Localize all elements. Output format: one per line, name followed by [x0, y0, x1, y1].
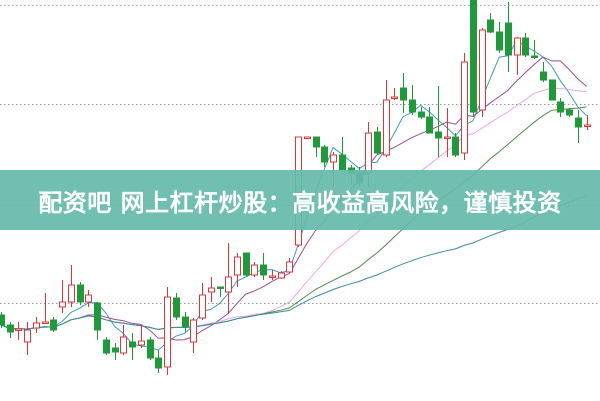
candle-down: [531, 55, 538, 58]
candle-down: [435, 131, 442, 139]
candle-down: [77, 284, 84, 303]
candle-up: [225, 276, 232, 293]
candle-down: [470, 0, 477, 113]
candle-up: [208, 287, 215, 293]
candle-up: [391, 96, 398, 99]
candle-down: [50, 319, 57, 331]
candle-up: [286, 261, 293, 273]
candle-down: [505, 22, 512, 56]
candle-up: [24, 329, 31, 343]
candle-up: [444, 136, 451, 139]
candle-down: [155, 357, 162, 369]
candle-up: [33, 322, 40, 329]
candle-up: [120, 336, 127, 354]
candle-down: [540, 71, 547, 81]
candle-up: [304, 136, 311, 139]
candle-up: [383, 99, 390, 156]
candle-down: [400, 87, 407, 101]
candle-down: [557, 101, 564, 113]
candle-down: [321, 146, 328, 163]
candle-up: [584, 124, 591, 127]
candle-up: [15, 328, 22, 331]
candle-up: [514, 37, 521, 56]
title-banner: 配资吧 网上杠杆炒股：高收益高风险，谨慎投资: [0, 170, 600, 230]
candle-up: [199, 294, 206, 319]
candle-down: [260, 264, 267, 276]
candle-down: [452, 136, 459, 156]
candle-down: [243, 252, 250, 276]
candle-down: [7, 324, 14, 333]
candle-up: [479, 29, 486, 111]
candle-down: [129, 341, 136, 348]
candle-down: [313, 136, 320, 148]
candle-up: [59, 301, 66, 308]
candle-down: [496, 31, 503, 51]
candle-down: [426, 116, 433, 134]
candle-up: [138, 340, 145, 346]
candle-up: [278, 272, 285, 279]
candle-down: [566, 109, 573, 116]
candle-down: [0, 314, 5, 326]
candle-up: [68, 284, 75, 303]
candle-up: [330, 154, 337, 163]
candle-down: [94, 302, 101, 331]
candle-up: [234, 256, 241, 276]
candle-down: [409, 99, 416, 113]
candle-down: [182, 316, 189, 328]
candle-up: [251, 264, 258, 276]
banner-title: 配资吧 网上杠杆炒股：高收益高风险，谨慎投资: [38, 188, 562, 217]
candle-down: [112, 347, 119, 353]
candle-down: [103, 339, 110, 354]
candle-down: [487, 19, 494, 33]
candle-down: [418, 111, 425, 118]
candle-up: [365, 132, 372, 174]
candle-down: [549, 79, 556, 101]
candle-up: [85, 294, 92, 303]
candle-up: [164, 296, 171, 368]
candle-down: [374, 131, 381, 154]
candle-down: [147, 339, 154, 359]
candle-down: [217, 286, 224, 289]
candle-up: [461, 61, 468, 154]
candle-down: [173, 297, 180, 318]
candle-up: [190, 319, 197, 343]
candle-down: [575, 117, 582, 128]
candle-down: [522, 37, 529, 56]
candle-down: [339, 154, 346, 171]
candle-up: [42, 321, 49, 324]
candle-up: [269, 275, 276, 278]
